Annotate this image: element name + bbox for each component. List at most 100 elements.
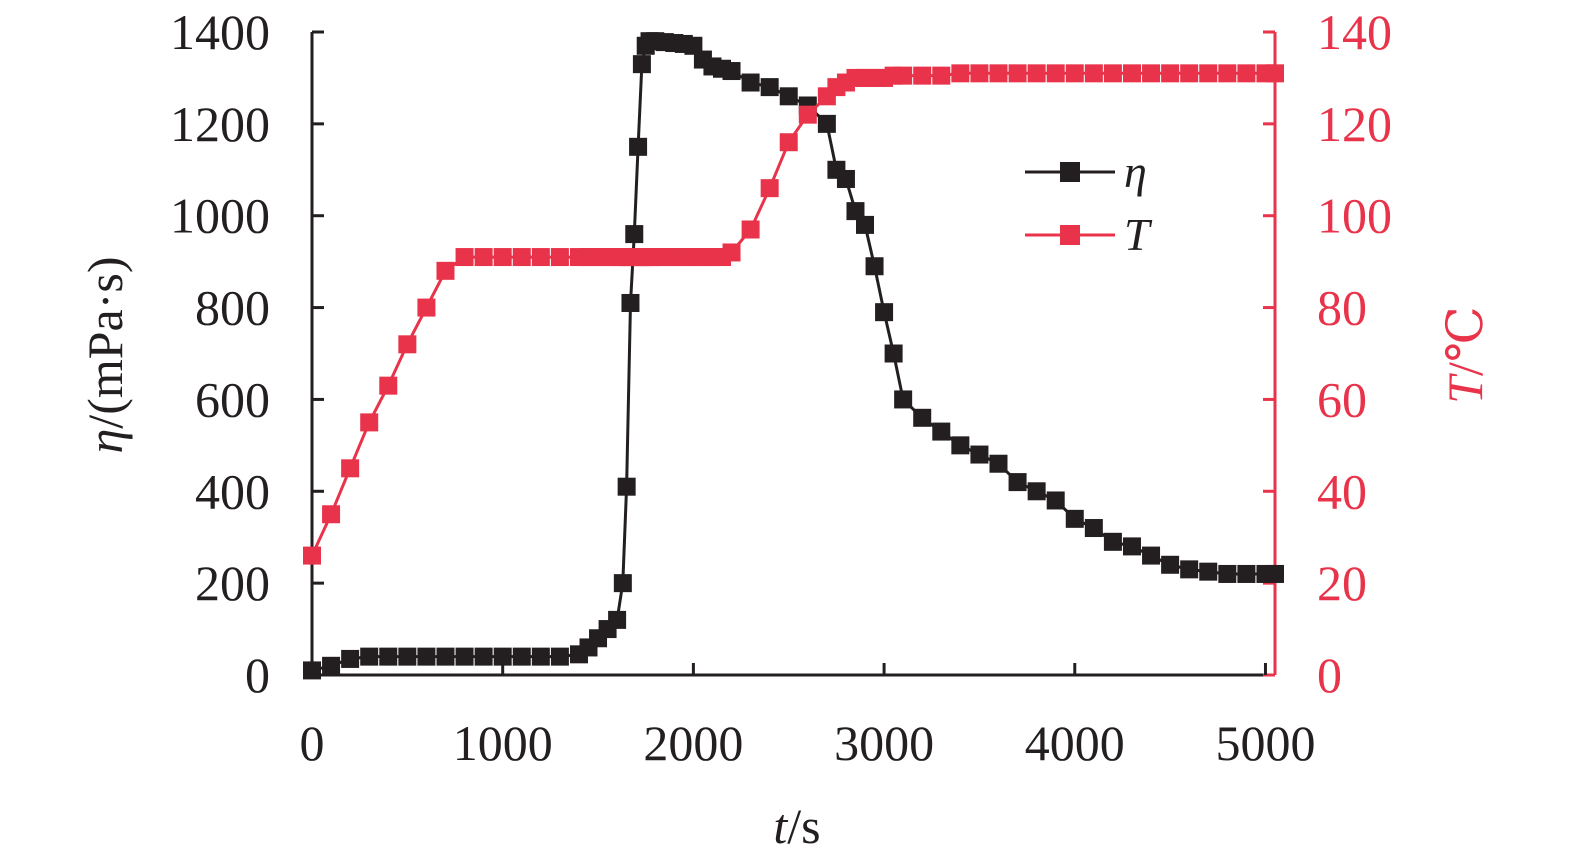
data-point-viscosity <box>1084 519 1103 538</box>
data-point-viscosity <box>322 656 341 675</box>
data-point-viscosity <box>1046 491 1065 510</box>
legend-marker <box>1060 225 1080 245</box>
data-point-viscosity <box>970 445 989 464</box>
data-point-viscosity <box>846 202 865 221</box>
data-point-viscosity <box>621 293 640 312</box>
data-point-temperature <box>1161 64 1180 83</box>
data-point-viscosity <box>550 647 569 666</box>
data-point-viscosity <box>1266 564 1284 583</box>
x-tick-label: 0 <box>300 715 325 771</box>
data-point-viscosity <box>1122 537 1141 556</box>
data-point-viscosity <box>455 647 474 666</box>
data-point-viscosity <box>1180 560 1199 579</box>
x-tick-label: 1000 <box>453 715 553 771</box>
data-point-viscosity <box>1065 509 1084 528</box>
data-point-viscosity <box>398 647 417 666</box>
data-point-viscosity <box>875 303 894 322</box>
data-point-viscosity <box>379 647 398 666</box>
y-right-tick-label: 80 <box>1317 280 1367 336</box>
data-point-temperature <box>474 248 493 267</box>
data-point-temperature <box>932 66 951 85</box>
data-point-viscosity <box>512 647 531 666</box>
y-right-axis-title: T/℃ <box>1437 306 1493 404</box>
y-left-tick-label: 0 <box>245 647 270 703</box>
data-point-viscosity <box>722 62 741 81</box>
data-point-temperature <box>760 179 779 198</box>
y-right-axis-title-var: T <box>1437 373 1493 404</box>
data-point-temperature <box>341 459 360 478</box>
data-point-temperature <box>1046 64 1065 83</box>
data-point-viscosity <box>932 422 951 441</box>
legend-label: η <box>1124 146 1147 197</box>
data-point-viscosity <box>1008 473 1027 492</box>
data-point-viscosity <box>817 114 836 133</box>
data-point-viscosity <box>894 390 913 409</box>
x-tick-label: 5000 <box>1215 715 1315 771</box>
y-left-axis-title: η/(mPa·s) <box>77 256 133 453</box>
data-point-viscosity <box>684 36 703 55</box>
y-right-tick-label: 100 <box>1317 188 1392 244</box>
data-point-temperature <box>1180 64 1199 83</box>
data-point-viscosity <box>856 215 875 234</box>
data-point-viscosity <box>625 225 644 244</box>
y-left-tick-label: 200 <box>195 555 270 611</box>
x-axis-title: t/s <box>773 798 820 854</box>
data-point-temperature <box>913 66 932 85</box>
y-right-tick-label: 120 <box>1317 96 1392 152</box>
data-point-temperature <box>303 546 321 565</box>
data-point-viscosity <box>1199 562 1218 581</box>
data-point-viscosity <box>1161 555 1180 574</box>
y-right-tick-label: 140 <box>1317 4 1392 60</box>
data-point-temperature <box>493 248 512 267</box>
data-point-viscosity <box>474 647 493 666</box>
data-point-viscosity <box>303 661 321 680</box>
axis-labels: 0200400600800100012001400020406080100120… <box>77 4 1493 854</box>
data-point-viscosity <box>836 169 855 188</box>
data-point-temperature <box>1218 64 1237 83</box>
data-point-temperature <box>779 133 798 152</box>
data-point-temperature <box>417 298 436 317</box>
data-point-temperature <box>722 243 741 262</box>
data-point-viscosity <box>1218 564 1237 583</box>
series-layer <box>303 32 1284 680</box>
data-point-temperature <box>322 505 341 524</box>
x-axis-title-var: t <box>773 798 788 854</box>
y-left-tick-label: 1000 <box>170 188 270 244</box>
data-point-temperature <box>1199 64 1218 83</box>
data-point-viscosity <box>341 649 360 668</box>
data-point-viscosity <box>1103 532 1122 551</box>
data-point-temperature <box>741 220 760 239</box>
data-point-viscosity <box>613 574 632 593</box>
data-point-temperature <box>894 66 913 85</box>
axes <box>310 30 1277 677</box>
data-point-temperature <box>1237 64 1256 83</box>
y-left-tick-label: 1200 <box>170 96 270 152</box>
data-point-temperature <box>436 261 455 280</box>
data-point-temperature <box>1142 64 1161 83</box>
data-point-viscosity <box>951 436 970 455</box>
data-point-temperature <box>512 248 531 267</box>
data-point-temperature <box>1122 64 1141 83</box>
data-point-temperature <box>1008 64 1027 83</box>
x-tick-label: 2000 <box>643 715 743 771</box>
data-point-viscosity <box>865 257 884 276</box>
y-left-tick-label: 600 <box>195 371 270 427</box>
data-point-temperature <box>398 335 417 354</box>
y-right-axis-title-unit: /℃ <box>1437 306 1493 376</box>
y-right-tick-label: 40 <box>1317 463 1367 519</box>
x-axis-title-unit: /s <box>787 798 820 854</box>
y-left-tick-label: 400 <box>195 463 270 519</box>
data-point-viscosity <box>913 408 932 427</box>
data-point-viscosity <box>741 73 760 92</box>
data-point-temperature <box>1084 64 1103 83</box>
data-point-viscosity <box>360 647 379 666</box>
data-point-viscosity <box>617 477 636 496</box>
data-point-temperature <box>1027 64 1046 83</box>
data-point-viscosity <box>629 137 648 156</box>
y-left-tick-label: 1400 <box>170 4 270 60</box>
y-right-tick-label: 0 <box>1317 647 1342 703</box>
y-left-tick-label: 800 <box>195 280 270 336</box>
data-point-viscosity <box>436 647 455 666</box>
data-point-temperature <box>951 64 970 83</box>
legend: ηT <box>1025 146 1153 260</box>
